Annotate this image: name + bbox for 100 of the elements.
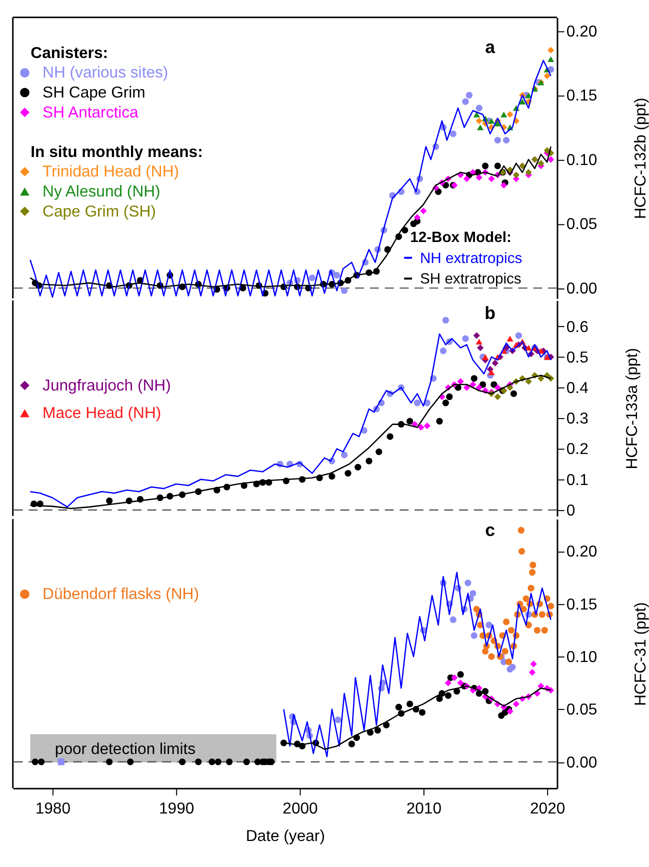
point [473, 332, 480, 339]
point [418, 709, 426, 716]
point [519, 98, 526, 104]
point [444, 692, 452, 699]
point [195, 758, 202, 766]
point [444, 680, 452, 686]
point [494, 384, 501, 391]
point [488, 369, 495, 376]
point [544, 147, 550, 154]
point [442, 400, 450, 406]
y-tick-label: 0.20 [566, 544, 598, 561]
point [457, 671, 464, 678]
point [494, 393, 501, 400]
point [406, 700, 414, 708]
annotation: a [485, 37, 496, 58]
legend-label: Dübendorf flasks (NH) [42, 586, 199, 604]
point [473, 112, 480, 118]
point [462, 335, 469, 342]
point [386, 433, 394, 440]
point [505, 658, 512, 666]
x-tick-label: 2020 [530, 800, 566, 818]
y-tick-label: 0.5 [566, 349, 589, 366]
y-tick-label: 0.00 [566, 280, 598, 298]
y-tick-label: 0.2 [566, 441, 588, 458]
legend-label: NH extratropics [420, 250, 522, 267]
point [530, 562, 536, 568]
point [366, 458, 372, 464]
point [457, 378, 464, 385]
line-series [283, 572, 552, 758]
point [512, 172, 520, 178]
y-tick-label: 0.05 [566, 702, 598, 719]
point [463, 384, 470, 391]
point [470, 632, 478, 639]
legend-label: Mace Head (NH) [42, 405, 162, 422]
annotation: 12-Box Model: [410, 230, 512, 246]
point [106, 497, 113, 504]
point [494, 162, 501, 170]
point [226, 758, 233, 766]
point [434, 188, 442, 195]
point [418, 424, 424, 431]
y-axis-title: HCFC-133a (ppt) [624, 348, 641, 470]
point [502, 136, 510, 144]
y-tick-label: 0.3 [566, 410, 589, 428]
point [462, 98, 469, 105]
point [522, 595, 530, 602]
y-tick-label: 0.15 [566, 88, 598, 105]
point [528, 569, 536, 576]
point [451, 674, 458, 681]
y-tick-label: 0.4 [566, 380, 589, 398]
x-tick-label: 1990 [159, 800, 194, 818]
x-tick-label: 2010 [406, 800, 442, 818]
annotation: Canisters: [30, 44, 108, 62]
y-tick-label: 0.6 [566, 318, 589, 336]
point [502, 618, 510, 626]
annotation: b [484, 303, 496, 324]
point [547, 46, 554, 54]
point [508, 626, 515, 634]
point [518, 548, 526, 555]
point [178, 758, 186, 766]
point [530, 660, 537, 668]
point [547, 56, 554, 62]
x-axis-title: Date (year) [246, 828, 325, 846]
point [476, 338, 482, 345]
point [538, 611, 546, 618]
point [442, 316, 450, 324]
y-tick-label: 0.10 [566, 649, 598, 666]
point [243, 758, 250, 766]
legend-label: Ny Alesund (NH) [42, 183, 160, 200]
legend-label: Jungfraujoch (NH) [42, 377, 171, 394]
line-series [30, 60, 552, 298]
point [502, 648, 508, 655]
point [506, 111, 514, 118]
point [510, 390, 518, 397]
legend-label: SH Antarctica [42, 104, 139, 122]
point [515, 332, 522, 339]
point [547, 602, 554, 610]
point [334, 716, 342, 724]
point [506, 336, 514, 342]
point [488, 175, 495, 182]
point [470, 375, 478, 382]
point [494, 136, 501, 144]
point [525, 378, 532, 385]
point [500, 182, 508, 189]
point [106, 758, 113, 766]
point [450, 130, 456, 138]
point [538, 375, 544, 382]
y-tick-label: 0.10 [566, 152, 598, 169]
y-axis-title: HCFC-132b (ppt) [632, 98, 649, 220]
point [436, 418, 443, 425]
point [482, 162, 489, 170]
point [348, 740, 356, 748]
annotation: c [485, 520, 496, 540]
point [509, 664, 516, 670]
point [479, 381, 486, 388]
y-tick-label: 0 [566, 502, 576, 520]
point [450, 616, 456, 624]
point [534, 626, 541, 634]
point [340, 287, 348, 294]
point [440, 348, 447, 354]
legend-label: Trinidad Head (NH) [42, 164, 180, 181]
